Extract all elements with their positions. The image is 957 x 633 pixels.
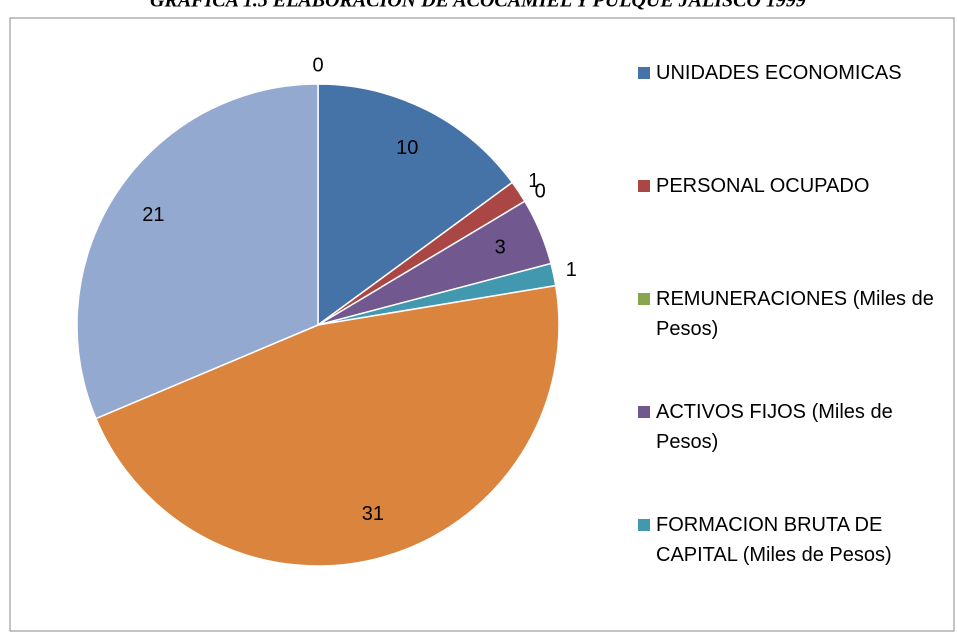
data-label: 3 — [495, 237, 506, 259]
legend-item: ACTIVOS FIJOS (Miles de Pesos) — [638, 397, 938, 510]
chart-title: GRAFICA 1.5 ELABORACION DE ACOCAMIEL Y P… — [150, 0, 806, 12]
legend-swatch — [638, 67, 650, 79]
data-label: 31 — [362, 503, 384, 525]
legend-label: UNIDADES ECONOMICAS — [656, 62, 902, 84]
data-label: 0 — [312, 54, 323, 76]
legend-item: REMUNERACIONES (Miles de Pesos) — [638, 284, 938, 397]
data-label: 10 — [396, 137, 418, 159]
legend-item: FORMACION BRUTA DE CAPITAL (Miles de Pes… — [638, 510, 938, 623]
legend-label: FORMACION BRUTA DE CAPITAL (Miles de Pes… — [656, 514, 892, 566]
legend-label: REMUNERACIONES (Miles de Pesos) — [656, 288, 934, 340]
legend-swatch — [638, 293, 650, 305]
legend-label: PERSONAL OCUPADO — [656, 175, 870, 197]
data-label: 0 — [535, 180, 546, 202]
legend-swatch — [638, 519, 650, 531]
data-label: 21 — [142, 204, 164, 226]
pie-slice — [94, 284, 560, 567]
pie-slice — [317, 83, 514, 327]
legend-swatch — [638, 406, 650, 418]
legend-item: UNIDADES ECONOMICAS — [638, 58, 938, 171]
legend-item: PERSONAL OCUPADO — [638, 171, 938, 284]
legend-label: ACTIVOS FIJOS (Miles de Pesos) — [656, 401, 893, 453]
legend-swatch — [638, 180, 650, 192]
legend: UNIDADES ECONOMICAS PERSONAL OCUPADO REMUN… — [638, 58, 938, 623]
data-label: 1 — [528, 170, 539, 192]
pie-slice — [76, 83, 319, 420]
data-label: 1 — [566, 259, 577, 281]
chart-frame — [9, 17, 955, 632]
